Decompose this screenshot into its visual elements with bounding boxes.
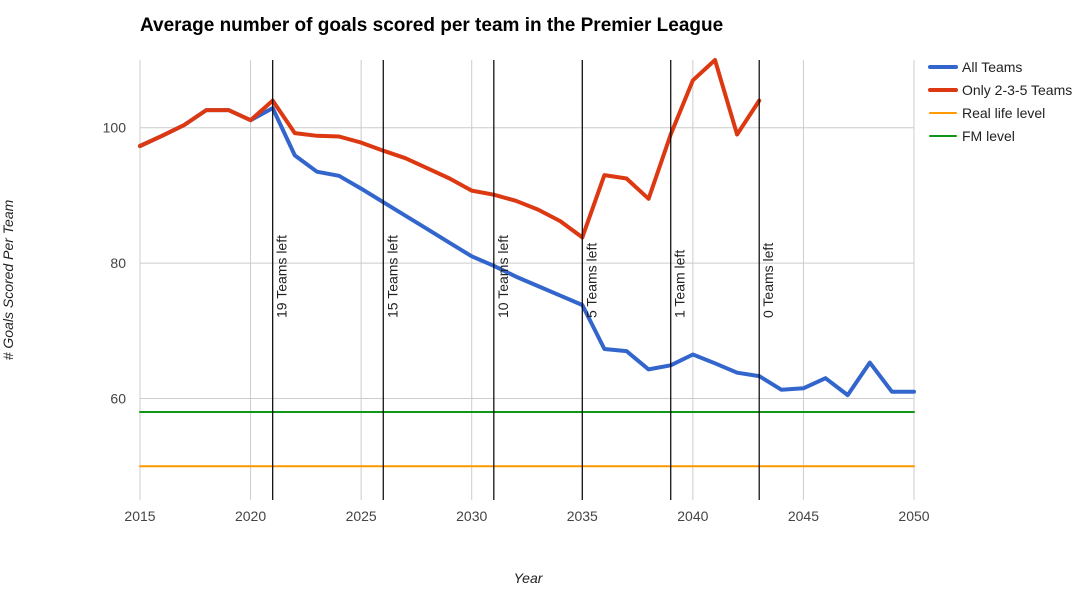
reference-lines xyxy=(139,411,915,468)
annotation-label: 5 Teams left xyxy=(583,243,599,318)
x-tick-label: 2015 xyxy=(124,508,155,524)
y-tick-label: 60 xyxy=(110,390,126,406)
x-tick-label: 2040 xyxy=(677,508,708,524)
x-tick-label: 2050 xyxy=(898,508,929,524)
x-tick-label: 2025 xyxy=(346,508,377,524)
y-axis-title: # Goals Scored Per Team xyxy=(0,199,16,360)
annotation-label: 10 Teams left xyxy=(495,235,511,318)
series-line-all-teams xyxy=(138,106,916,398)
series-line-only-2-3-5-teams xyxy=(138,58,762,240)
chart-title: Average number of goals scored per team … xyxy=(140,15,723,36)
legend-label: Real life level xyxy=(962,105,1045,121)
legend-label: All Teams xyxy=(962,59,1022,75)
legend-label: Only 2-3-5 Teams xyxy=(962,82,1072,98)
annotations: 19 Teams left 15 Teams left 10 Teams left 5… xyxy=(272,60,776,500)
x-tick-label: 2020 xyxy=(235,508,266,524)
x-axis-title: Year xyxy=(514,570,544,586)
x-tick-label: 2030 xyxy=(456,508,487,524)
annotation-label: 0 Teams left xyxy=(760,243,776,318)
legend: All Teams Only 2-3-5 Teams Real life level… xyxy=(928,59,1072,144)
x-tick-label: 2045 xyxy=(788,508,819,524)
annotation-label: 19 Teams left xyxy=(274,235,290,318)
y-tick-label: 80 xyxy=(110,255,126,271)
y-axis-ticks: 60 80 100 xyxy=(103,120,127,407)
x-axis-ticks: 2015 2020 2025 2030 2035 2040 2045 2050 xyxy=(124,508,929,524)
y-tick-label: 100 xyxy=(103,120,127,136)
annotation-label: 15 Teams left xyxy=(384,235,400,318)
legend-label: FM level xyxy=(962,128,1015,144)
annotation-label: 1 Team left xyxy=(672,250,688,318)
series-lines xyxy=(138,58,916,398)
x-tick-label: 2035 xyxy=(567,508,598,524)
